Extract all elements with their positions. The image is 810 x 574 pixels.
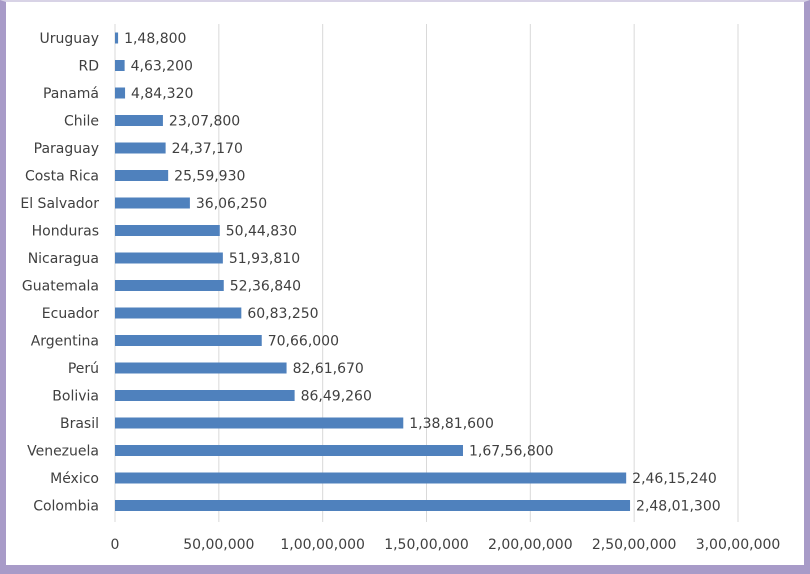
bar bbox=[115, 115, 163, 126]
bar bbox=[115, 500, 631, 511]
bar bbox=[115, 225, 220, 236]
bar bbox=[115, 307, 242, 319]
x-tick-label: 0 bbox=[111, 537, 120, 553]
x-tick-label: 1,50,00,000 bbox=[384, 537, 469, 553]
data-label: 82,61,670 bbox=[293, 361, 364, 377]
bar bbox=[115, 280, 224, 291]
data-label: 86,49,260 bbox=[301, 389, 372, 405]
category-label: Colombia bbox=[33, 499, 99, 515]
bar bbox=[115, 197, 190, 209]
data-label: 70,66,000 bbox=[268, 334, 339, 350]
bar bbox=[115, 362, 287, 374]
category-label: Panamá bbox=[43, 86, 99, 102]
x-tick-label: 1,00,00,000 bbox=[280, 537, 365, 553]
bar bbox=[115, 60, 125, 71]
bar bbox=[115, 335, 262, 346]
category-label: Ecuador bbox=[42, 306, 99, 322]
data-label: 2,48,01,300 bbox=[636, 499, 721, 515]
data-label: 1,67,56,800 bbox=[469, 444, 554, 460]
category-label: Uruguay bbox=[40, 31, 100, 47]
x-tick-label: 2,50,00,000 bbox=[592, 537, 677, 553]
bar bbox=[115, 87, 126, 99]
bar bbox=[115, 32, 119, 44]
bar bbox=[115, 445, 463, 456]
data-label: 4,63,200 bbox=[131, 59, 193, 75]
data-label: 23,07,800 bbox=[169, 114, 240, 130]
data-label: 50,44,830 bbox=[226, 224, 297, 240]
data-label: 60,83,250 bbox=[247, 306, 318, 322]
category-label: Paraguay bbox=[34, 141, 99, 157]
bar bbox=[115, 170, 169, 181]
category-label: Chile bbox=[64, 114, 99, 130]
category-label: El Salvador bbox=[20, 196, 99, 212]
data-label: 51,93,810 bbox=[229, 251, 300, 267]
category-label: Costa Rica bbox=[25, 169, 99, 185]
x-tick-label: 3,00,00,000 bbox=[696, 537, 781, 553]
bar bbox=[115, 472, 627, 484]
category-label: Venezuela bbox=[27, 444, 99, 460]
x-tick-label: 50,00,000 bbox=[183, 537, 254, 553]
category-label: RD bbox=[78, 59, 99, 75]
category-label: Bolivia bbox=[52, 389, 99, 405]
x-tick-label: 2,00,00,000 bbox=[488, 537, 573, 553]
bar bbox=[115, 417, 404, 429]
data-label: 1,38,81,600 bbox=[409, 416, 494, 432]
category-label: Honduras bbox=[32, 224, 99, 240]
data-label: 52,36,840 bbox=[230, 279, 301, 295]
category-label: Guatemala bbox=[22, 279, 99, 295]
data-label: 24,37,170 bbox=[172, 141, 243, 157]
data-label: 36,06,250 bbox=[196, 196, 267, 212]
bar bbox=[115, 252, 223, 264]
bar bbox=[115, 390, 295, 401]
category-label: Argentina bbox=[31, 334, 99, 350]
category-label: Perú bbox=[68, 361, 99, 377]
data-label: 25,59,930 bbox=[174, 169, 245, 185]
bar bbox=[115, 142, 166, 154]
category-label: México bbox=[50, 471, 99, 487]
data-label: 2,46,15,240 bbox=[632, 471, 717, 487]
category-label: Brasil bbox=[60, 416, 99, 432]
data-label: 4,84,320 bbox=[131, 86, 193, 102]
category-label: Nicaragua bbox=[28, 251, 99, 267]
data-label: 1,48,800 bbox=[124, 31, 186, 47]
